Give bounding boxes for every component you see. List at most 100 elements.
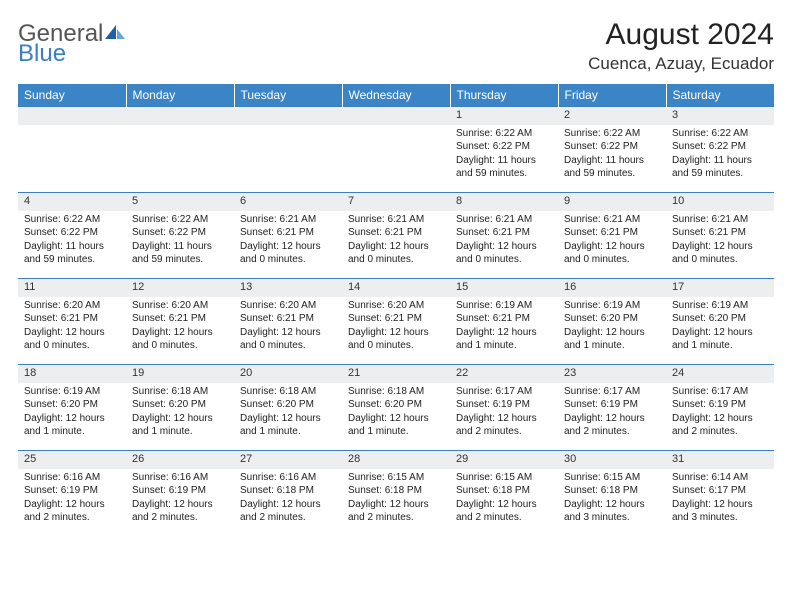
day-cell: [126, 125, 234, 193]
daylight-text: Daylight: 12 hours and 0 minutes.: [240, 326, 336, 353]
day-number-row: 123: [18, 107, 774, 125]
day-cell: Sunrise: 6:17 AMSunset: 6:19 PMDaylight:…: [666, 383, 774, 451]
sunrise-text: Sunrise: 6:19 AM: [456, 299, 552, 313]
day-cell: Sunrise: 6:16 AMSunset: 6:18 PMDaylight:…: [234, 469, 342, 537]
day-cell: Sunrise: 6:18 AMSunset: 6:20 PMDaylight:…: [234, 383, 342, 451]
sunrise-text: Sunrise: 6:22 AM: [456, 127, 552, 141]
sunrise-text: Sunrise: 6:22 AM: [24, 213, 120, 227]
day-number: 22: [450, 365, 558, 383]
sunset-text: Sunset: 6:19 PM: [456, 398, 552, 412]
daylight-text: Daylight: 12 hours and 0 minutes.: [132, 326, 228, 353]
day-number: 8: [450, 193, 558, 211]
sail-icon: [105, 22, 127, 46]
daylight-text: Daylight: 12 hours and 0 minutes.: [240, 240, 336, 267]
weekday-header: Monday: [126, 84, 234, 107]
day-cell: Sunrise: 6:20 AMSunset: 6:21 PMDaylight:…: [18, 297, 126, 365]
day-cell: Sunrise: 6:19 AMSunset: 6:20 PMDaylight:…: [558, 297, 666, 365]
day-number-row: 25262728293031: [18, 451, 774, 469]
day-cell: Sunrise: 6:21 AMSunset: 6:21 PMDaylight:…: [450, 211, 558, 279]
sunset-text: Sunset: 6:20 PM: [132, 398, 228, 412]
day-cell: Sunrise: 6:19 AMSunset: 6:21 PMDaylight:…: [450, 297, 558, 365]
sunrise-text: Sunrise: 6:16 AM: [24, 471, 120, 485]
sunrise-text: Sunrise: 6:19 AM: [24, 385, 120, 399]
day-cell: Sunrise: 6:14 AMSunset: 6:17 PMDaylight:…: [666, 469, 774, 537]
sunrise-text: Sunrise: 6:21 AM: [240, 213, 336, 227]
daylight-text: Daylight: 12 hours and 0 minutes.: [564, 240, 660, 267]
day-number: 23: [558, 365, 666, 383]
sunset-text: Sunset: 6:21 PM: [132, 312, 228, 326]
daylight-text: Daylight: 12 hours and 1 minute.: [132, 412, 228, 439]
location: Cuenca, Azuay, Ecuador: [588, 54, 774, 74]
weekday-header: Saturday: [666, 84, 774, 107]
sunset-text: Sunset: 6:21 PM: [24, 312, 120, 326]
day-number: 27: [234, 451, 342, 469]
sunset-text: Sunset: 6:17 PM: [672, 484, 768, 498]
sunset-text: Sunset: 6:20 PM: [672, 312, 768, 326]
sunset-text: Sunset: 6:22 PM: [132, 226, 228, 240]
weekday-header: Tuesday: [234, 84, 342, 107]
day-number: 20: [234, 365, 342, 383]
weekday-header: Sunday: [18, 84, 126, 107]
daylight-text: Daylight: 12 hours and 2 minutes.: [456, 498, 552, 525]
sunset-text: Sunset: 6:22 PM: [24, 226, 120, 240]
day-number: 28: [342, 451, 450, 469]
sunrise-text: Sunrise: 6:16 AM: [240, 471, 336, 485]
daylight-text: Daylight: 12 hours and 1 minute.: [348, 412, 444, 439]
day-cell: [234, 125, 342, 193]
day-number: 1: [450, 107, 558, 125]
sunrise-text: Sunrise: 6:19 AM: [672, 299, 768, 313]
sunrise-text: Sunrise: 6:14 AM: [672, 471, 768, 485]
day-cell: Sunrise: 6:16 AMSunset: 6:19 PMDaylight:…: [18, 469, 126, 537]
daylight-text: Daylight: 12 hours and 1 minute.: [24, 412, 120, 439]
sunrise-text: Sunrise: 6:21 AM: [672, 213, 768, 227]
day-cell: Sunrise: 6:16 AMSunset: 6:19 PMDaylight:…: [126, 469, 234, 537]
day-cell: Sunrise: 6:15 AMSunset: 6:18 PMDaylight:…: [342, 469, 450, 537]
day-number: 4: [18, 193, 126, 211]
daylight-text: Daylight: 12 hours and 1 minute.: [240, 412, 336, 439]
day-data-row: Sunrise: 6:16 AMSunset: 6:19 PMDaylight:…: [18, 469, 774, 537]
sunset-text: Sunset: 6:18 PM: [240, 484, 336, 498]
daylight-text: Daylight: 12 hours and 2 minutes.: [24, 498, 120, 525]
sunrise-text: Sunrise: 6:18 AM: [132, 385, 228, 399]
sunset-text: Sunset: 6:21 PM: [456, 312, 552, 326]
sunrise-text: Sunrise: 6:22 AM: [564, 127, 660, 141]
daylight-text: Daylight: 12 hours and 0 minutes.: [348, 240, 444, 267]
day-number: 9: [558, 193, 666, 211]
day-number: 12: [126, 279, 234, 297]
calendar: Sunday Monday Tuesday Wednesday Thursday…: [18, 84, 774, 537]
day-cell: Sunrise: 6:19 AMSunset: 6:20 PMDaylight:…: [18, 383, 126, 451]
sunrise-text: Sunrise: 6:18 AM: [240, 385, 336, 399]
daylight-text: Daylight: 12 hours and 0 minutes.: [348, 326, 444, 353]
sunset-text: Sunset: 6:19 PM: [672, 398, 768, 412]
day-number: 17: [666, 279, 774, 297]
daylight-text: Daylight: 11 hours and 59 minutes.: [132, 240, 228, 267]
day-number-row: 18192021222324: [18, 365, 774, 383]
daylight-text: Daylight: 12 hours and 2 minutes.: [456, 412, 552, 439]
sunrise-text: Sunrise: 6:22 AM: [672, 127, 768, 141]
sunrise-text: Sunrise: 6:15 AM: [348, 471, 444, 485]
sunset-text: Sunset: 6:21 PM: [240, 226, 336, 240]
day-data-row: Sunrise: 6:20 AMSunset: 6:21 PMDaylight:…: [18, 297, 774, 365]
sunrise-text: Sunrise: 6:20 AM: [132, 299, 228, 313]
day-number: 31: [666, 451, 774, 469]
daylight-text: Daylight: 12 hours and 2 minutes.: [132, 498, 228, 525]
sunset-text: Sunset: 6:22 PM: [564, 140, 660, 154]
day-number: 24: [666, 365, 774, 383]
sunset-text: Sunset: 6:21 PM: [564, 226, 660, 240]
sunset-text: Sunset: 6:19 PM: [564, 398, 660, 412]
day-cell: Sunrise: 6:15 AMSunset: 6:18 PMDaylight:…: [450, 469, 558, 537]
day-number: 21: [342, 365, 450, 383]
sunrise-text: Sunrise: 6:21 AM: [456, 213, 552, 227]
day-number: 14: [342, 279, 450, 297]
day-cell: Sunrise: 6:22 AMSunset: 6:22 PMDaylight:…: [666, 125, 774, 193]
day-cell: [342, 125, 450, 193]
sunrise-text: Sunrise: 6:22 AM: [132, 213, 228, 227]
day-number: 18: [18, 365, 126, 383]
daylight-text: Daylight: 12 hours and 3 minutes.: [672, 498, 768, 525]
sunrise-text: Sunrise: 6:21 AM: [564, 213, 660, 227]
daylight-text: Daylight: 12 hours and 2 minutes.: [348, 498, 444, 525]
daylight-text: Daylight: 12 hours and 1 minute.: [564, 326, 660, 353]
daylight-text: Daylight: 11 hours and 59 minutes.: [456, 154, 552, 181]
day-cell: Sunrise: 6:22 AMSunset: 6:22 PMDaylight:…: [450, 125, 558, 193]
sunrise-text: Sunrise: 6:16 AM: [132, 471, 228, 485]
